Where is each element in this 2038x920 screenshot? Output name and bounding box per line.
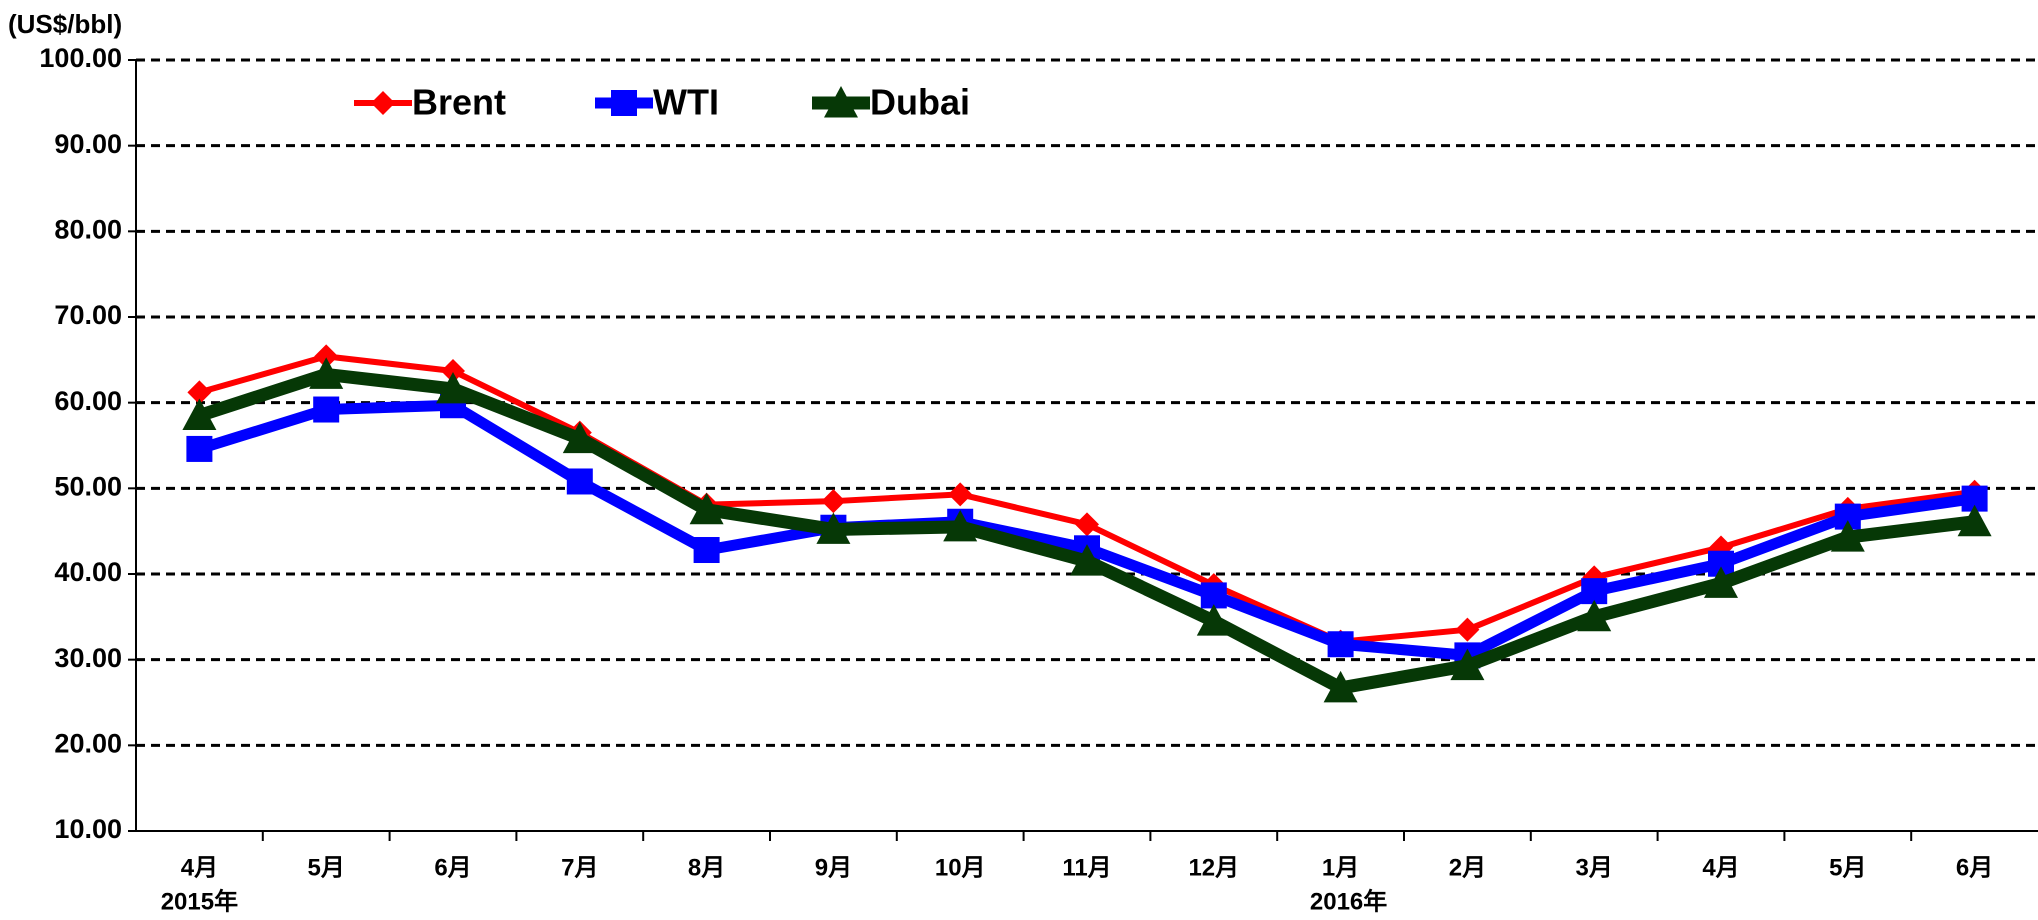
y-tick-label: 30.00 bbox=[54, 643, 122, 673]
data-point bbox=[1323, 670, 1358, 703]
y-tick-label: 50.00 bbox=[54, 471, 122, 501]
x-tick-label: 6月 bbox=[1956, 854, 1993, 881]
data-point bbox=[1581, 578, 1608, 605]
data-point bbox=[313, 396, 340, 423]
year-label: 2016年 bbox=[1310, 887, 1387, 915]
data-point bbox=[1830, 520, 1865, 552]
legend-marker bbox=[824, 86, 858, 118]
x-tick-label: 1月 bbox=[1322, 854, 1359, 881]
y-tick-label: 60.00 bbox=[54, 386, 122, 416]
data-point bbox=[1070, 544, 1104, 576]
y-tick-label: 90.00 bbox=[54, 129, 122, 159]
year-label: 2015年 bbox=[161, 887, 238, 915]
x-tick-label: 3月 bbox=[1576, 854, 1613, 881]
x-tick-label: 5月 bbox=[308, 854, 345, 881]
data-point bbox=[1704, 566, 1738, 598]
data-point bbox=[1200, 582, 1227, 609]
y-axis-label: (US$/bbl) bbox=[8, 9, 122, 39]
data-point bbox=[182, 398, 217, 430]
legend-marker bbox=[611, 90, 637, 116]
data-point bbox=[943, 509, 978, 542]
y-tick-label: 80.00 bbox=[54, 214, 122, 244]
data-point bbox=[436, 371, 470, 404]
x-tick-label: 5月 bbox=[1829, 854, 1866, 881]
data-point bbox=[441, 358, 465, 383]
x-tick-label: 4月 bbox=[1702, 854, 1739, 881]
data-point bbox=[187, 380, 212, 405]
x-tick-label: 11月 bbox=[1062, 854, 1111, 881]
data-point bbox=[689, 492, 724, 525]
data-point bbox=[309, 357, 344, 389]
legend-label: Brent bbox=[412, 82, 506, 123]
data-point bbox=[1327, 631, 1354, 658]
y-tick-label: 10.00 bbox=[54, 814, 122, 844]
x-tick-label: 12月 bbox=[1188, 854, 1239, 881]
x-tick-label: 4月 bbox=[181, 854, 218, 881]
data-point bbox=[186, 435, 213, 462]
y-tick-label: 20.00 bbox=[54, 728, 122, 758]
x-tick-label: 9月 bbox=[815, 854, 852, 881]
data-point bbox=[1450, 648, 1485, 681]
data-point bbox=[948, 482, 973, 507]
y-tick-label: 70.00 bbox=[54, 300, 122, 330]
x-tick-label: 10月 bbox=[935, 854, 986, 881]
y-tick-label: 40.00 bbox=[54, 557, 122, 587]
data-point bbox=[1075, 512, 1099, 537]
legend-marker bbox=[371, 91, 395, 115]
x-tick-label: 7月 bbox=[561, 854, 598, 881]
data-point bbox=[562, 421, 597, 454]
x-tick-label: 2月 bbox=[1449, 854, 1486, 881]
data-point bbox=[816, 512, 851, 544]
data-point bbox=[314, 344, 339, 369]
data-point bbox=[1196, 604, 1231, 636]
data-point bbox=[1577, 599, 1612, 632]
legend-label: WTI bbox=[653, 82, 719, 123]
legend-label: Dubai bbox=[870, 82, 970, 123]
data-point bbox=[821, 489, 846, 514]
data-point bbox=[1455, 617, 1480, 642]
data-point bbox=[693, 537, 720, 564]
x-tick-label: 8月 bbox=[688, 854, 725, 881]
data-point bbox=[566, 468, 593, 495]
data-point bbox=[1957, 504, 1992, 537]
x-tick-label: 6月 bbox=[434, 854, 471, 881]
y-tick-label: 100.00 bbox=[39, 43, 122, 73]
